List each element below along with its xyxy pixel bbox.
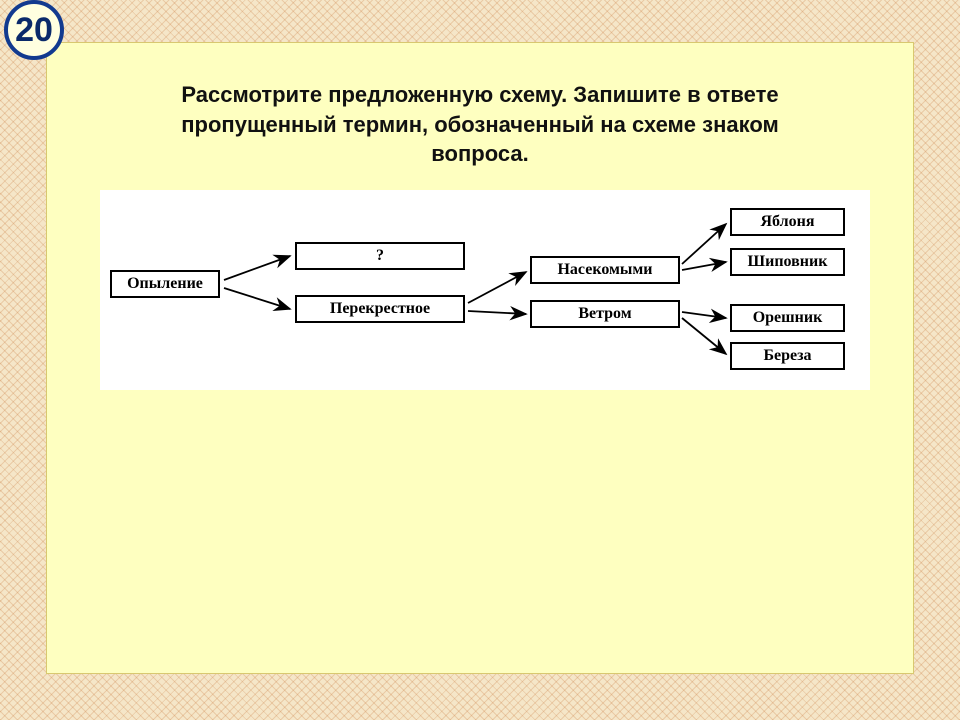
- flowchart: Опыление? Перекрестное Насекомыми Ветром Ябл…: [100, 190, 870, 390]
- edge-insect-rose: [682, 262, 726, 270]
- question-number-badge: 20: [4, 0, 64, 60]
- edge-wind-hazel: [682, 312, 726, 318]
- question-line-2: пропущенный термин, обозначенный на схем…: [106, 110, 854, 140]
- question-text: Рассмотрите предложенную схему. Запишите…: [46, 80, 914, 169]
- question-line-1: Рассмотрите предложенную схему. Запишите…: [106, 80, 854, 110]
- node-insect: Насекомыми: [530, 256, 680, 284]
- question-number: 20: [15, 11, 53, 50]
- edge-root-q: [224, 256, 290, 280]
- question-line-3: вопроса.: [106, 139, 854, 169]
- edge-cross-insect: [468, 272, 526, 303]
- node-rose: Шиповник: [730, 248, 845, 276]
- node-cross: Перекрестное: [295, 295, 465, 323]
- edge-cross-wind: [468, 311, 526, 314]
- edge-wind-birch: [682, 318, 726, 354]
- edge-root-cross: [224, 288, 290, 309]
- edge-insect-apple: [682, 224, 726, 264]
- node-wind: Ветром: [530, 300, 680, 328]
- node-q: ?: [295, 242, 465, 270]
- node-birch: Береза: [730, 342, 845, 370]
- diagram-container: Опыление? Перекрестное Насекомыми Ветром Ябл…: [100, 190, 870, 390]
- node-hazel: Орешник: [730, 304, 845, 332]
- node-root: Опыление: [110, 270, 220, 298]
- node-apple: Яблоня: [730, 208, 845, 236]
